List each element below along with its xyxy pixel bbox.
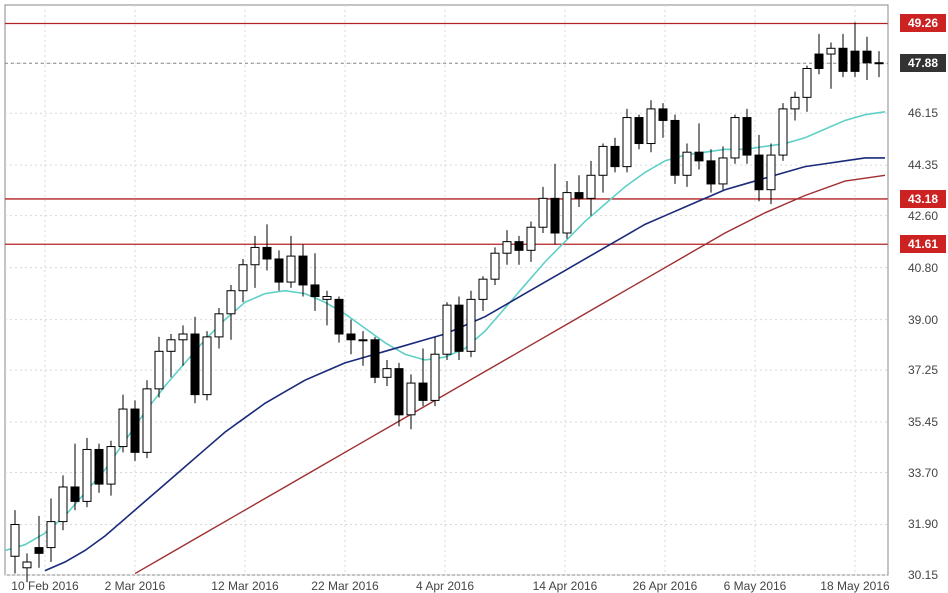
x-axis-tick: 14 Apr 2016 [533, 579, 598, 593]
chart-canvas [0, 0, 948, 593]
y-axis-tick: 37.25 [908, 363, 938, 377]
y-axis-tick: 35.45 [908, 415, 938, 429]
y-axis-tick: 40.80 [908, 261, 938, 275]
y-axis-tick: 46.15 [908, 106, 938, 120]
x-axis-tick: 18 May 2016 [820, 579, 889, 593]
x-axis-tick: 22 Mar 2016 [311, 579, 378, 593]
y-axis-tick: 31.90 [908, 517, 938, 531]
y-axis-tick: 42.60 [908, 209, 938, 223]
price-level-label: 49.26 [900, 14, 946, 32]
y-axis-tick: 30.15 [908, 568, 938, 582]
current-price-label: 47.88 [900, 54, 946, 72]
x-axis-tick: 26 Apr 2016 [633, 579, 698, 593]
y-axis-tick: 39.00 [908, 313, 938, 327]
x-axis-tick: 12 Mar 2016 [211, 579, 278, 593]
candlestick-chart[interactable]: 30.15 31.90 33.70 35.45 37.25 39.00 40.80 42.60… [0, 0, 948, 593]
price-level-label: 41.61 [900, 235, 946, 253]
price-level-label: 43.18 [900, 190, 946, 208]
x-axis-tick: 10 Feb 2016 [11, 579, 78, 593]
x-axis-tick: 6 May 2016 [724, 579, 787, 593]
x-axis-tick: 2 Mar 2016 [105, 579, 166, 593]
x-axis-tick: 4 Apr 2016 [416, 579, 474, 593]
y-axis-tick: 33.70 [908, 466, 938, 480]
y-axis-tick: 44.35 [908, 158, 938, 172]
